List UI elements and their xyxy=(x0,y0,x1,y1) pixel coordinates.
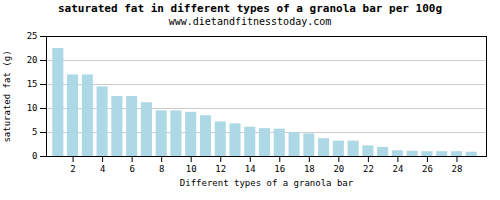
svg-text:20: 20 xyxy=(27,55,38,65)
svg-text:16: 16 xyxy=(274,164,285,174)
svg-text:26: 26 xyxy=(422,164,433,174)
svg-text:22: 22 xyxy=(363,164,374,174)
svg-text:24: 24 xyxy=(392,164,403,174)
svg-text:6: 6 xyxy=(129,164,134,174)
svg-text:18: 18 xyxy=(304,164,315,174)
svg-text:8: 8 xyxy=(159,164,164,174)
svg-text:4: 4 xyxy=(100,164,105,174)
html-text:www.dietandfitnesstoday.com: www.dietandfitnesstoday.com xyxy=(168,16,332,27)
svg-text:12: 12 xyxy=(215,164,226,174)
svg-text:10: 10 xyxy=(186,164,197,174)
svg-text:0: 0 xyxy=(32,151,37,161)
svg-text:5: 5 xyxy=(32,127,37,137)
svg-text:15: 15 xyxy=(27,79,38,89)
svg-text:Different types of a granola b: Different types of a granola bar xyxy=(180,178,354,188)
svg-text:25: 25 xyxy=(27,31,38,41)
svg-text:28: 28 xyxy=(452,164,463,174)
svg-text:saturated fat (g): saturated fat (g) xyxy=(2,50,12,142)
html-text:saturated fat in different typ: saturated fat in different types of a gr… xyxy=(57,2,442,15)
svg-text:10: 10 xyxy=(27,103,38,113)
svg-text:2: 2 xyxy=(70,164,75,174)
svg-text:14: 14 xyxy=(245,164,256,174)
svg-text:20: 20 xyxy=(333,164,344,174)
